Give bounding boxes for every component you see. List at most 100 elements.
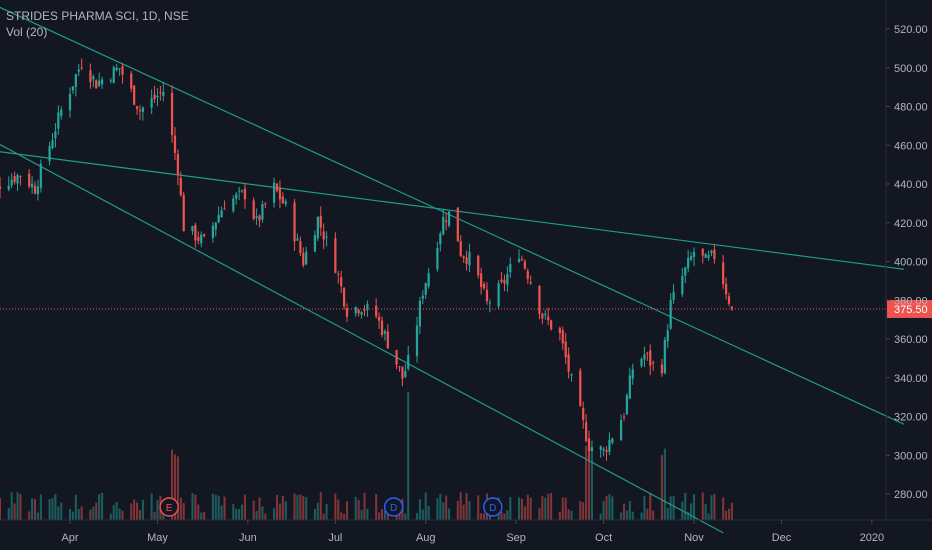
volume-bar (48, 499, 51, 520)
volume-bar (687, 511, 690, 520)
candles (0, 58, 734, 461)
volume-bar (191, 493, 194, 520)
candle-body (631, 369, 634, 379)
volume-bar (255, 510, 258, 520)
trendline[interactable] (0, 134, 724, 534)
candle-body (357, 309, 360, 314)
candle-body (322, 231, 325, 240)
volume-bar (217, 495, 220, 520)
candle-body (100, 79, 104, 85)
y-tick-label: 500.00 (894, 63, 928, 75)
volume-bar (468, 501, 471, 520)
candle-body (628, 375, 631, 399)
candle-body (456, 207, 459, 242)
x-tick-label: Sep (506, 532, 526, 544)
volume-bar (57, 506, 60, 520)
volume-bar (529, 497, 532, 520)
candle-body (436, 247, 439, 270)
candle-body (418, 300, 422, 327)
volume-bar (567, 509, 570, 520)
volume-bar (68, 509, 72, 520)
y-tick-label: 440.00 (894, 179, 928, 191)
trendline[interactable] (0, 149, 905, 270)
candle-body (477, 255, 480, 276)
volume-bar (625, 510, 628, 520)
volume-bar (33, 499, 37, 520)
candle-body (138, 110, 142, 112)
candle-body (459, 240, 462, 257)
volume-bar (418, 499, 421, 520)
volume-indicator-label[interactable]: Vol (20) (6, 25, 48, 39)
candle-body (529, 282, 532, 284)
volume-bar (669, 496, 672, 520)
candle-body (398, 366, 401, 368)
candle-body (722, 262, 725, 285)
volume-bar (232, 503, 235, 520)
y-tick-label: 400.00 (894, 257, 928, 269)
candle-body (564, 341, 567, 358)
candle-body (281, 196, 284, 204)
x-tick-label: Oct (595, 532, 612, 544)
candle-body (672, 291, 675, 300)
candle-body (10, 179, 13, 186)
volume-bar (354, 497, 357, 520)
volume-bar (380, 509, 384, 520)
candle-body (558, 328, 561, 334)
candle-body (500, 279, 503, 282)
volume-bar (730, 502, 733, 520)
candle-body (360, 312, 363, 315)
candle-body (121, 66, 124, 75)
volume-bar (171, 449, 174, 520)
volume-bar (518, 497, 521, 520)
volume-bar (590, 452, 593, 520)
y-tick-label: 300.00 (894, 450, 928, 462)
candle-body (625, 395, 629, 414)
candle-body (89, 70, 92, 83)
candle-body (74, 74, 77, 87)
y-tick-label: 280.00 (894, 489, 928, 501)
candle-body (342, 288, 346, 307)
candle-body (28, 173, 31, 187)
x-tick-label: Jun (239, 532, 257, 544)
candle-body (363, 309, 366, 311)
candle-body (36, 186, 40, 195)
volume-bar (133, 499, 136, 520)
y-tick-label: 420.00 (894, 218, 928, 230)
volume-bar (121, 510, 124, 520)
candle-body (375, 305, 378, 317)
volume-bar (223, 496, 226, 520)
candle-body (92, 76, 95, 80)
volume-bar (631, 511, 634, 520)
volume-bar (421, 509, 424, 520)
candle-body (240, 190, 244, 192)
candle-body (71, 86, 75, 91)
volume-bar (704, 503, 707, 520)
trendlines (0, 0, 905, 534)
candle-body (264, 203, 267, 205)
x-tick-label: 2020 (860, 532, 884, 544)
candle-body (669, 299, 672, 329)
volume-bars (0, 392, 733, 520)
trendline[interactable] (0, 0, 905, 425)
candle-body (692, 251, 696, 257)
volume-bar (477, 495, 480, 520)
candle-body (115, 67, 118, 71)
dividend-marker[interactable] (383, 497, 404, 517)
volume-bar (710, 495, 713, 520)
volume-bar (500, 511, 503, 520)
candle-body (197, 237, 200, 241)
volume-bar (203, 511, 206, 520)
volume-bar (363, 492, 366, 520)
volume-bar (0, 498, 2, 520)
dividend-marker[interactable] (483, 497, 503, 517)
earnings-marker[interactable] (159, 497, 179, 517)
candle-body (150, 98, 153, 108)
volume-bar (138, 509, 142, 520)
volume-bar (506, 510, 509, 520)
volume-bar (241, 504, 244, 520)
volume-bar (652, 510, 655, 520)
